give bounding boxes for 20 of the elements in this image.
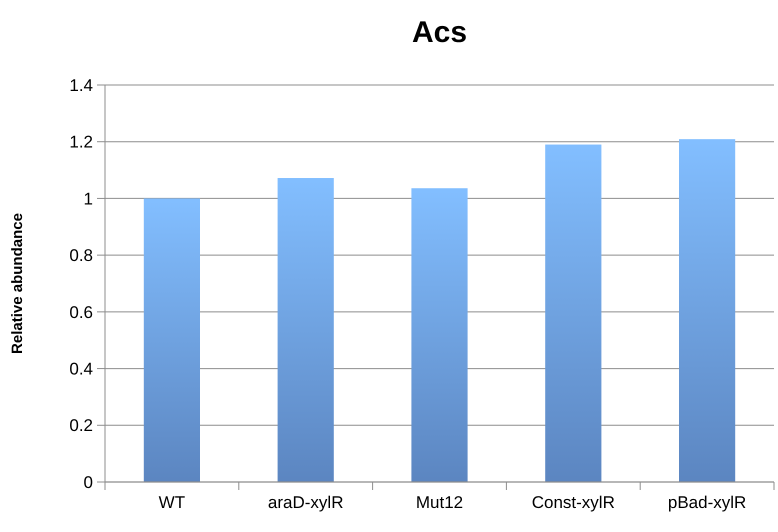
bar (545, 144, 602, 482)
y-axis-title: Relative abundance (9, 213, 26, 354)
bar (411, 188, 468, 482)
y-tick-label: 1.2 (69, 132, 93, 152)
y-tick-label: 0.4 (69, 360, 93, 379)
y-tick-label: 0 (84, 472, 93, 492)
x-tick-label: WT (158, 493, 186, 512)
x-tick-label: Mut12 (416, 493, 464, 512)
y-tick-label: 0.2 (69, 416, 93, 436)
bar (144, 198, 200, 482)
y-tick-label: 0.8 (69, 246, 93, 266)
x-tick-label: Const-xylR (532, 493, 615, 512)
y-tick-label: 1 (84, 189, 93, 208)
chart-title: Acs (412, 16, 468, 49)
bar (278, 178, 334, 482)
y-tick-label: 0.6 (69, 302, 93, 322)
x-tick-label: pBad-xylR (668, 493, 746, 512)
y-tick-label: 1.4 (69, 76, 93, 95)
x-tick-label: araD-xylR (268, 493, 344, 512)
bar (679, 139, 736, 482)
